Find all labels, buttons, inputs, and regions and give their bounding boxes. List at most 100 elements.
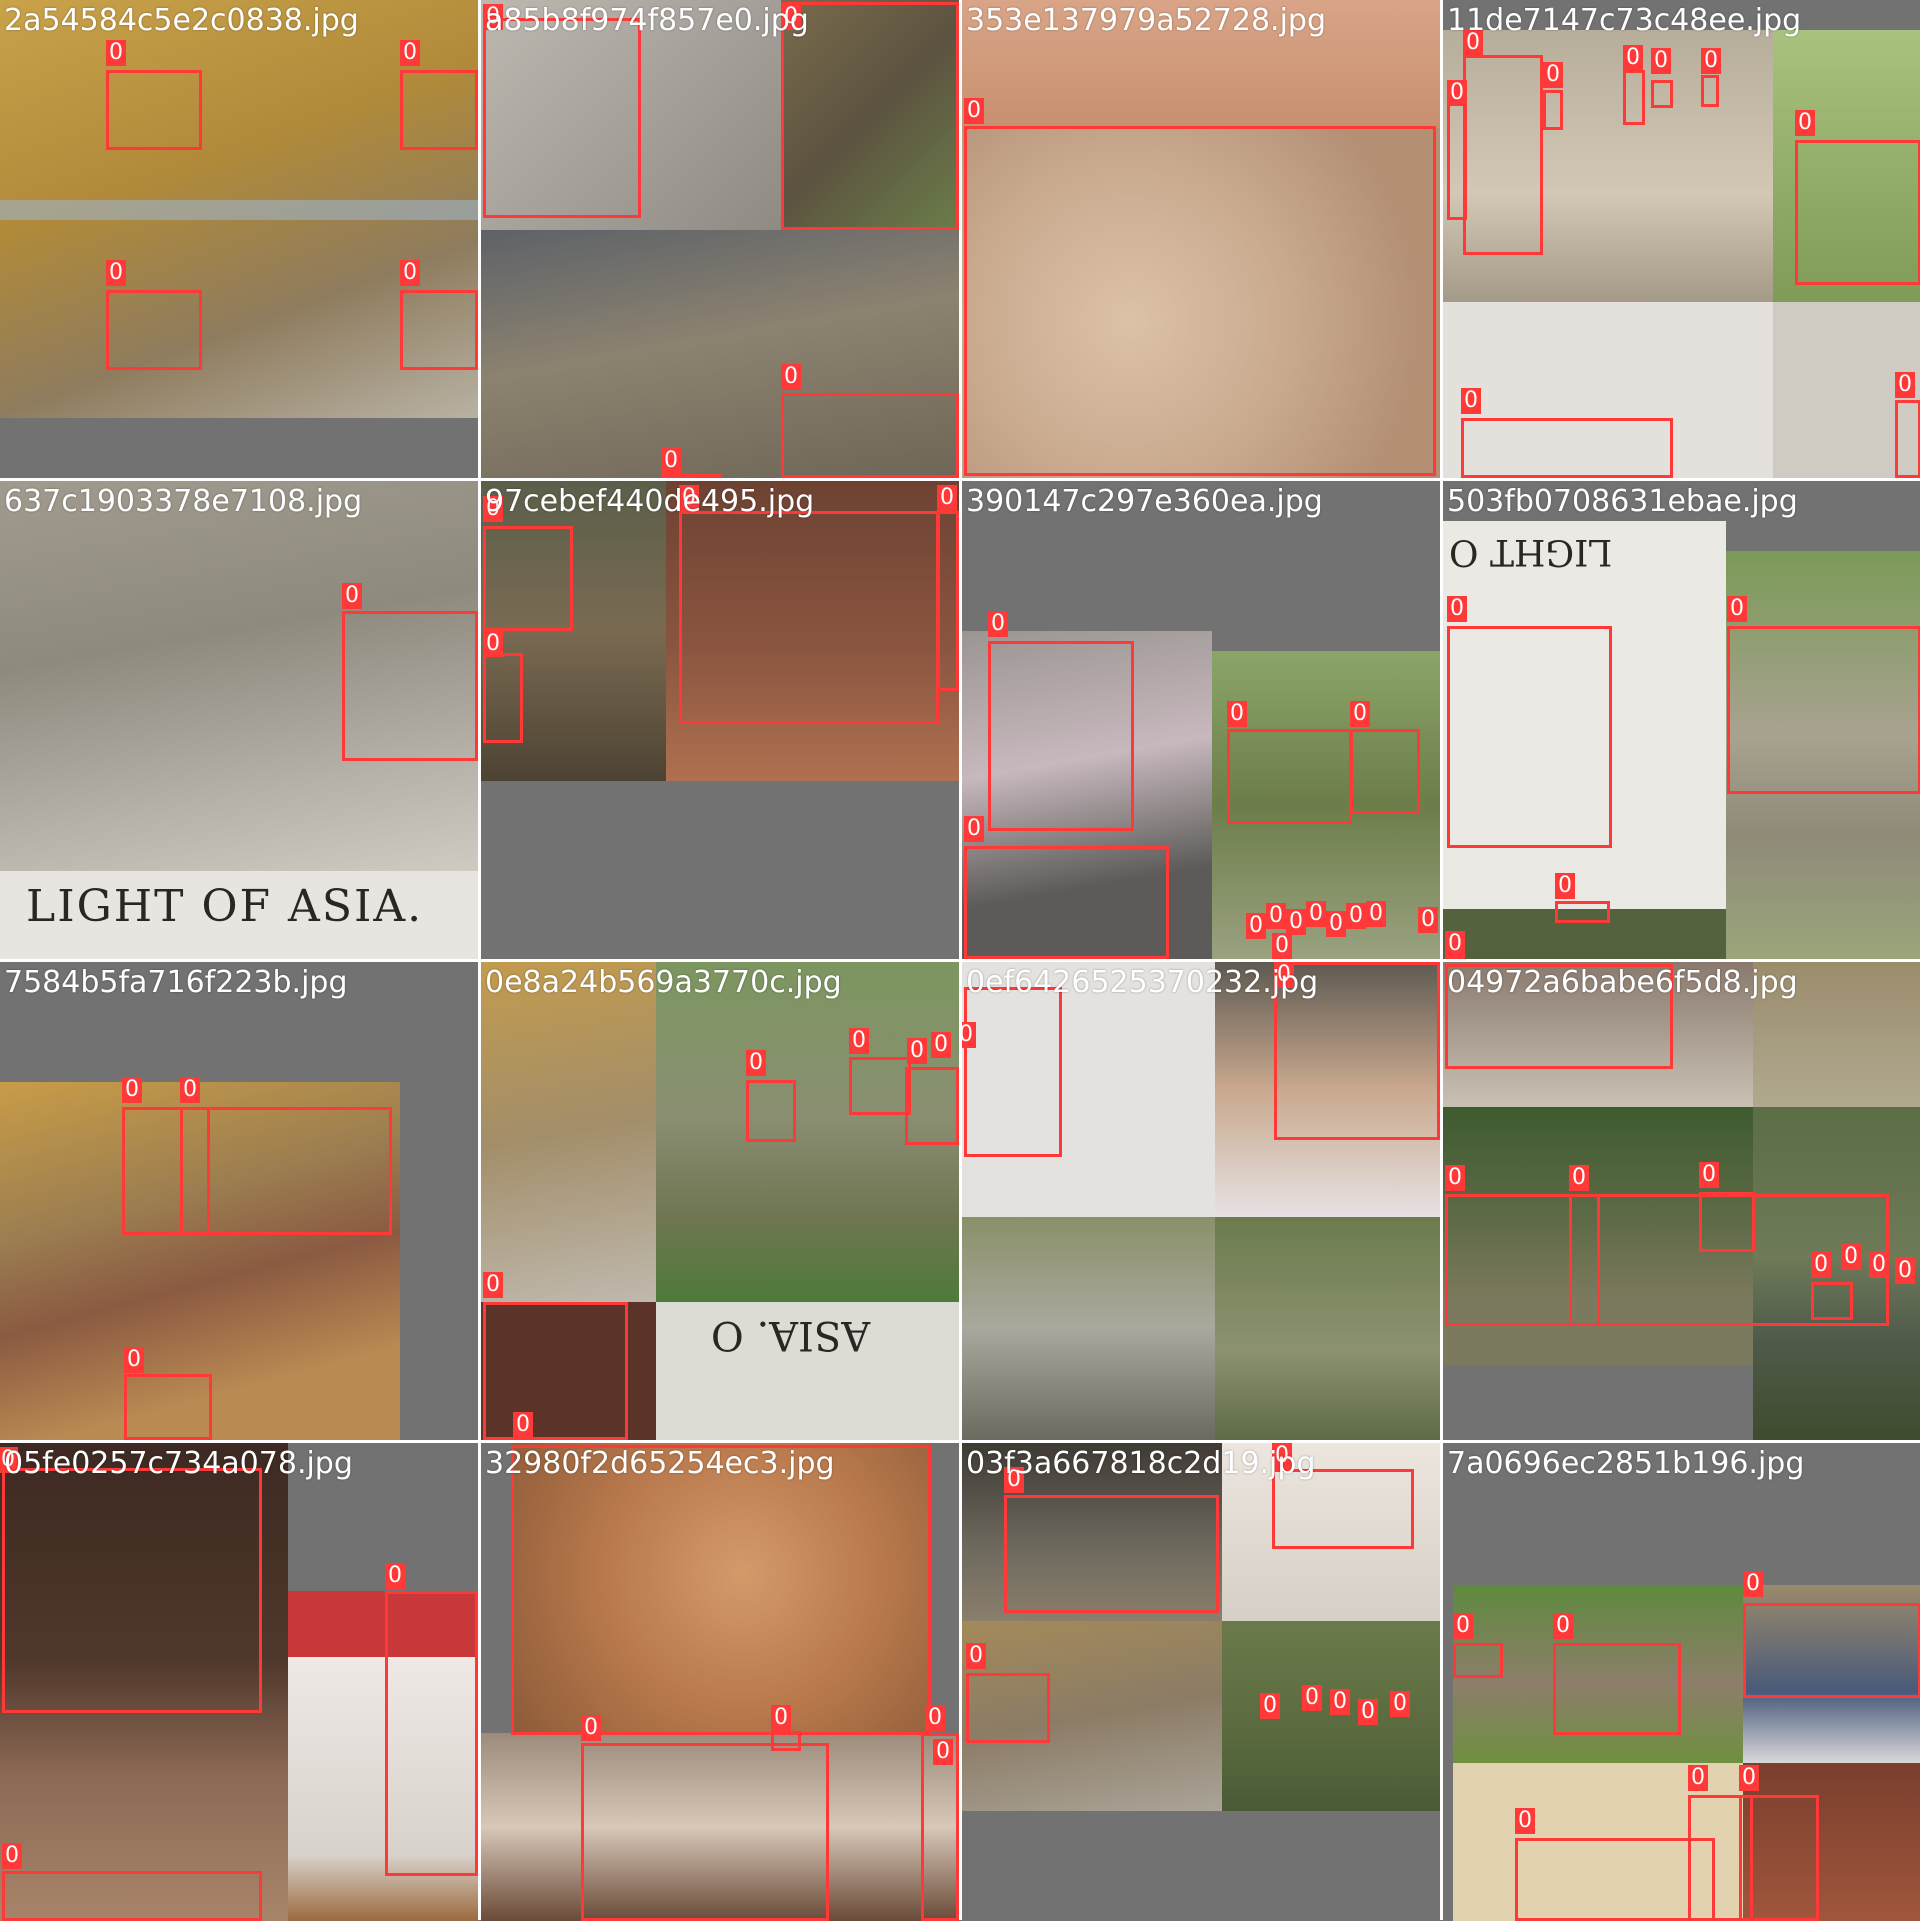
detection-box [771,1731,801,1751]
detection-label: 0 [342,583,362,609]
detection-label: 0 [1447,596,1467,622]
detection-box [966,1673,1050,1743]
print-caption-photo [0,871,478,959]
tile-15[interactable]: 0 0 0 0 0 0 0 0 03f3a667818c2d19.jpg [962,1443,1440,1921]
tile-14[interactable]: 0 0 0 0 32980f2d65254ec3.jpg [481,1443,959,1921]
detection-box [400,290,478,370]
red-wall-photo [288,1591,478,1921]
detection-box [122,1107,392,1235]
detection-label: 0 [1553,1613,1573,1639]
detection-label: 0 [964,98,984,124]
detection-box [1272,1469,1414,1549]
detection-box [106,70,202,150]
detection-label: 0 [0,1447,18,1473]
detection-label: 0 [1453,1613,1473,1639]
detection-label: 0 [1274,962,1294,988]
detection-label: 0 [1701,48,1721,74]
detection-label: 0 [661,448,681,474]
detection-box [849,1057,911,1115]
detection-label: 0 [1463,30,1483,56]
detection-box [180,1107,210,1235]
tile-filename: 03f3a667818c2d19.jpg [966,1446,1316,1481]
detection-label: 0 [1895,1258,1915,1284]
detection-box [905,1067,959,1145]
detection-label: 0 [1895,372,1915,398]
detection-box [1543,90,1563,130]
elephant-closeup-photo [781,0,959,230]
wild-elephants-photo [1212,651,1440,959]
detection-label: 0 [1390,1691,1410,1717]
elephant-herd-photo [666,481,959,781]
detection-label: 0 [1286,909,1306,935]
detection-label: 0 [1869,1252,1889,1278]
tile-8[interactable]: LIGHT O 0 0 0 0 503fb0708631ebae.jpg [1443,481,1920,959]
detection-label: 0 [1699,1162,1719,1188]
detection-box [964,846,1169,959]
detection-box [2,1871,262,1921]
tile-11[interactable]: 0 0 0ef6426525370232.jpg [962,962,1440,1440]
tile-filename: 04972a6babe6f5d8.jpg [1447,965,1798,1000]
elephant-herd-photo [1743,1763,1920,1921]
lake-elephants-photo [656,962,959,1302]
detection-label: 0 [106,260,126,286]
detection-label: 0 [1445,931,1465,957]
detection-label: 0 [1841,1244,1861,1270]
elephant-grass-photo [1726,551,1920,959]
detection-label: 0 [966,1643,986,1669]
detection-label: 0 [180,1077,200,1103]
tile-filename: 11de7147c73c48ee.jpg [1447,3,1802,38]
tile-3[interactable]: 0 353e137979a52728.jpg [962,0,1440,478]
detection-box [2,1468,262,1713]
detection-label: 0 [1743,1571,1763,1597]
elephant-skin-photo [962,128,1440,478]
tile-4[interactable]: 0 0 0 0 0 0 0 0 0 11de7147c73c48ee.jpg [1443,0,1920,478]
detection-label: 0 [581,1715,601,1741]
detection-label: 0 [483,496,503,522]
sketch-print-photo [1443,521,1726,959]
detection-label: 0 [1461,388,1481,414]
tile-filename: 353e137979a52728.jpg [966,3,1327,38]
detection-box [124,1374,212,1440]
detection-label: 0 [1445,1165,1465,1191]
print-photo [656,1302,959,1440]
detection-label: 0 [1418,907,1438,933]
detection-box [342,611,478,761]
tile-2[interactable]: 0 0 0 0 a85b8f974f857e0.jpg [481,0,959,478]
detection-box [400,70,478,150]
detection-box [1274,962,1440,1140]
detection-box [1895,400,1920,478]
tile-13[interactable]: 0 0 0 05fe0257c734a078.jpg [0,1443,478,1921]
detection-label: 0 [1651,48,1671,74]
tile-filename: 97cebef440de495.jpg [485,484,815,519]
detection-label: 0 [781,4,801,30]
detection-label: 0 [1227,701,1247,727]
tile-9[interactable]: 0 0 0 7584b5fa716f223b.jpg [0,962,478,1440]
detection-box [1227,729,1352,824]
savanna-ground-photo [962,0,1440,128]
elephant-face-photo [511,1443,931,1733]
detection-box [1004,1495,1219,1613]
tile-1[interactable]: 0 0 0 0 2a54584c5e2c0838.jpg [0,0,478,478]
detection-box [964,987,1062,1157]
painting-photo [1222,1443,1440,1621]
detection-box [1555,901,1610,923]
tile-12[interactable]: 0 0 0 0 0 0 0 04972a6babe6f5d8.jpg [1443,962,1920,1440]
tile-7[interactable]: 0 0 0 0 0 0 0 0 0 0 0 0 0 390147c297e360… [962,481,1440,959]
tile-6[interactable]: 0 0 0 0 97cebef440de495.jpg [481,481,959,959]
detection-label: 0 [1246,913,1266,939]
detection-box [1461,418,1673,478]
detection-box [937,511,959,691]
tile-filename: 0ef6426525370232.jpg [966,965,1319,1000]
tile-16[interactable]: 0 0 0 0 0 0 7a0696ec2851b196.jpg [1443,1443,1920,1921]
detection-label: 0 [1358,1699,1378,1725]
print-photo [1443,302,1773,478]
tile-5[interactable]: LIGHT OF ASIA. 0 637c1903378e7108.jpg [0,481,478,959]
detection-box [1701,75,1719,107]
temple-photo [481,230,959,478]
detection-box [483,18,641,218]
tile-10[interactable]: ASIA. O 0 0 0 0 0 0 0e8a24b569a3770c.jpg [481,962,959,1440]
detection-label: 0 [988,611,1008,637]
detection-box [1453,1643,1503,1678]
palace-fountain-photo [481,962,656,1302]
